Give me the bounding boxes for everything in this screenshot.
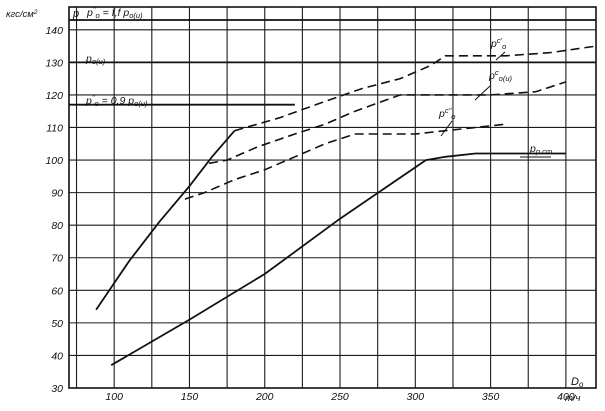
x-tick-label: 150	[181, 391, 199, 403]
reference-line-label: p"o = 0,9 po(u)	[85, 93, 148, 108]
x-tick-label: 400	[557, 391, 575, 403]
y-tick-label: 70	[51, 253, 63, 265]
y-tick-label: 60	[51, 285, 63, 297]
grid	[68, 6, 597, 389]
x-tick-label: 350	[482, 391, 500, 403]
reference-line-label: po(u)	[85, 53, 106, 66]
series-label: pp ст	[529, 143, 552, 156]
y-tick-label: 90	[51, 188, 63, 200]
y-tick-label: 110	[46, 122, 63, 134]
x-tick-label: 100	[105, 391, 123, 403]
y-axis-label: p	[72, 8, 79, 20]
series-label-leader	[440, 120, 453, 137]
reference-lines	[69, 19, 596, 106]
series-line-solid	[95, 130, 236, 311]
series-line-dashed	[234, 45, 597, 132]
x-tick-label: 250	[330, 391, 349, 403]
series-label: pс"o	[438, 106, 456, 121]
x-tick-label: 300	[407, 391, 425, 403]
series-line	[110, 152, 566, 366]
y-tick-label: 100	[45, 155, 63, 167]
y-tick-label: 80	[51, 220, 63, 232]
series-line	[184, 123, 506, 200]
series-label: pсo(u)	[488, 68, 513, 83]
y-tick-label: 40	[51, 350, 63, 362]
x-unit-label: m/ч	[565, 393, 581, 404]
series-label-leader	[495, 51, 506, 61]
tick-labels: 30 40 50 60 70 80 90 100 110 120 130 140 100 150 200 25…	[45, 25, 574, 403]
x-tick-label: 200	[255, 391, 274, 403]
y-tick-label: 30	[51, 383, 63, 395]
series-label: pс'o	[490, 36, 506, 51]
plot-border	[68, 6, 597, 389]
series-lines	[95, 45, 597, 366]
reference-line-label: p"o = f,f po(u)	[86, 5, 143, 20]
y-unit-label: кгс/см2	[6, 9, 38, 20]
y-tick-label: 130	[45, 57, 63, 69]
y-tick-label: 140	[45, 25, 63, 37]
y-tick-label: 50	[51, 318, 63, 330]
series-label-leader	[474, 85, 491, 101]
x-axis-label: Do	[571, 376, 584, 389]
y-tick-label: 120	[45, 90, 63, 102]
series-line	[208, 81, 567, 165]
chart-labels: кгс/см2 p Do m/ч p"o = f,f po(u) po(u) p"o = 0…	[6, 5, 584, 404]
